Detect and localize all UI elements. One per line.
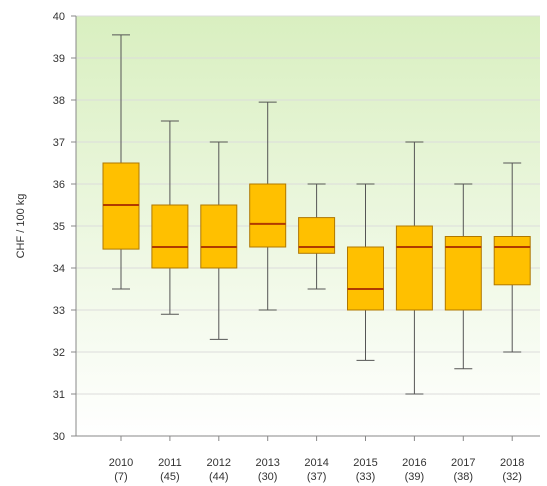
- axes: [71, 15, 540, 441]
- box-iqr: [493, 236, 531, 286]
- y-tick-label: 31: [53, 389, 65, 401]
- x-tick-label-year: 2017: [451, 457, 475, 469]
- box-2010: [102, 34, 140, 290]
- box-2016: [395, 141, 433, 395]
- x-tick-label-year: 2011: [158, 457, 182, 469]
- box-iqr: [200, 204, 238, 269]
- x-tick-label-count: (44): [209, 471, 229, 483]
- box-2014: [298, 183, 336, 290]
- x-tick-label-count: (38): [454, 471, 474, 483]
- y-tick-label: 32: [53, 347, 65, 359]
- x-tick-label-count: (33): [356, 471, 376, 483]
- y-tick-label: 38: [53, 95, 65, 107]
- y-axis-title: CHF / 100 kg: [15, 194, 27, 259]
- x-tick-label-year: 2013: [255, 457, 279, 469]
- x-tick-label-count: (32): [502, 471, 522, 483]
- box-2011: [151, 120, 189, 315]
- x-tick-label-count: (39): [405, 471, 425, 483]
- box-2018: [493, 162, 531, 353]
- x-tick-label-year: 2010: [109, 457, 133, 469]
- y-tick-label: 30: [53, 431, 65, 443]
- box-iqr: [249, 183, 287, 248]
- box-2017: [444, 183, 482, 370]
- y-tick-label: 36: [53, 179, 65, 191]
- y-tick-label: 33: [53, 305, 65, 317]
- box-iqr: [444, 236, 482, 311]
- box-2012: [200, 141, 238, 340]
- box-2015: [347, 183, 384, 361]
- y-tick-label: 39: [53, 53, 65, 65]
- box-iqr: [395, 225, 433, 311]
- x-tick-label-count: (37): [307, 471, 327, 483]
- box-iqr: [102, 162, 140, 250]
- x-tick-label-count: (45): [160, 471, 180, 483]
- x-tick-label-year: 2014: [304, 457, 328, 469]
- x-tick-label-count: (7): [114, 471, 127, 483]
- boxes: [102, 34, 531, 395]
- y-tick-label: 37: [53, 137, 65, 149]
- labels: 30 31 32 33 34 35 36 37 38 39 40 2010 (7) 2011 (45) 201…: [53, 11, 525, 483]
- x-tick-label-count: (30): [258, 471, 278, 483]
- x-tick-label-year: 2016: [402, 457, 426, 469]
- y-tick-label: 35: [53, 221, 65, 233]
- y-tick-label: 40: [53, 11, 65, 23]
- x-tick-label-year: 2012: [207, 457, 231, 469]
- y-tick-label: 34: [53, 263, 65, 275]
- x-tick-label-year: 2015: [353, 457, 377, 469]
- box-iqr: [347, 246, 384, 311]
- x-tick-label-year: 2018: [500, 457, 524, 469]
- box-2013: [249, 101, 287, 311]
- box-iqr: [151, 204, 189, 269]
